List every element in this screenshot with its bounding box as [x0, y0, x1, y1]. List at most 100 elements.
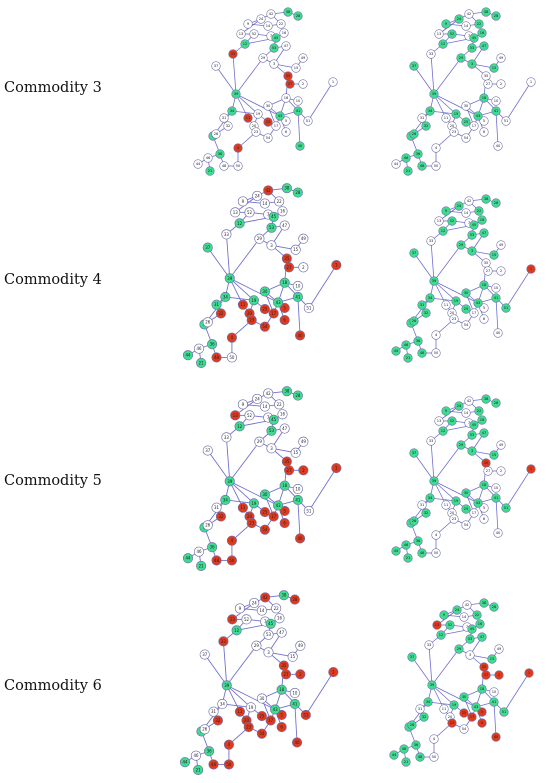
edge — [226, 645, 257, 686]
node-51: 51 — [303, 505, 314, 517]
node-circle — [459, 692, 469, 702]
node-circle — [483, 266, 493, 276]
node-1: 1 — [526, 264, 536, 274]
node-circle — [469, 508, 479, 518]
node-label: 49 — [301, 439, 307, 444]
node-label: 47 — [482, 231, 487, 235]
edge — [431, 684, 455, 706]
node-label: 39 — [432, 279, 437, 283]
node-circle — [215, 308, 226, 319]
node-label: 51 — [504, 119, 509, 123]
node-30: 30 — [461, 101, 471, 111]
node-label: 32 — [424, 511, 429, 515]
node-37: 37 — [202, 445, 213, 456]
node-label: 1 — [332, 80, 334, 84]
node-label: 19 — [251, 298, 257, 303]
node-label: 51 — [306, 508, 312, 513]
node-circle — [270, 704, 281, 715]
node-40: 40 — [294, 330, 306, 341]
node-27: 27 — [483, 466, 493, 476]
node-circle — [211, 61, 221, 71]
node-circle — [271, 603, 282, 614]
node-39: 39 — [221, 680, 232, 691]
node-label: 23 — [452, 517, 457, 521]
edge — [204, 654, 228, 686]
node-label: 46 — [404, 156, 409, 160]
node-label: 23 — [452, 130, 457, 134]
node-22: 22 — [274, 196, 285, 207]
node-43: 43 — [473, 498, 483, 508]
node-37: 37 — [211, 61, 221, 71]
node-circle — [211, 299, 222, 310]
node-label: 45 — [274, 36, 279, 40]
node-54: 54 — [461, 320, 471, 330]
node-circle — [256, 605, 267, 616]
node-circle — [461, 101, 471, 111]
node-circle — [454, 201, 464, 211]
node-2: 2 — [496, 79, 506, 89]
node-21: 21 — [193, 764, 204, 775]
node-circle — [244, 410, 255, 421]
node-circle — [259, 304, 270, 315]
node-12: 12 — [234, 421, 245, 432]
node-32: 32 — [223, 121, 233, 131]
node-label: 40 — [298, 536, 304, 541]
node-41: 41 — [292, 291, 303, 303]
node-circle — [279, 302, 290, 314]
node-circle — [219, 113, 229, 123]
node-circle — [493, 141, 503, 151]
node-46: 46 — [203, 153, 213, 163]
node-circle — [243, 721, 254, 733]
node-label: 11 — [240, 505, 246, 510]
node-label: 42 — [467, 12, 472, 16]
node-40: 40 — [294, 533, 306, 544]
node-circle — [477, 215, 487, 225]
node-25: 25 — [459, 708, 469, 718]
node-circle — [252, 393, 263, 404]
node-circle — [491, 283, 501, 293]
node-label: 12 — [243, 42, 248, 46]
node-53: 53 — [467, 43, 477, 53]
node-circle — [241, 614, 252, 625]
node-circle — [501, 303, 511, 313]
node-44: 44 — [182, 553, 194, 564]
edge — [413, 452, 435, 482]
node-circle — [219, 161, 229, 171]
node-circle — [493, 528, 503, 538]
node-2: 2 — [298, 262, 309, 273]
node-label: 12 — [439, 633, 444, 637]
node-circle — [441, 113, 451, 123]
node-label: 48 — [214, 355, 220, 360]
node-2: 2 — [295, 669, 306, 680]
node-label: 7 — [468, 221, 470, 225]
node-circle — [281, 93, 291, 103]
node-label: 47 — [482, 431, 487, 435]
node-label: 10 — [494, 99, 499, 103]
node-label: 3 — [471, 249, 473, 253]
node-label: 47 — [480, 635, 485, 639]
node-circle — [464, 196, 474, 206]
node-47: 47 — [276, 627, 287, 638]
node-label: 17 — [470, 715, 475, 719]
node-33: 33 — [426, 236, 436, 246]
node-22: 22 — [271, 603, 282, 614]
node-label: 31 — [214, 302, 220, 307]
node-circle — [277, 206, 288, 217]
node-40: 40 — [493, 528, 503, 538]
node-circle — [456, 53, 466, 63]
node-13: 13 — [230, 410, 241, 421]
node-label: 37 — [412, 251, 417, 255]
node-54: 54 — [461, 133, 471, 143]
node-label: 52 — [448, 623, 453, 627]
node-circle — [429, 476, 439, 486]
node-circle — [479, 41, 489, 51]
edge — [505, 468, 532, 509]
node-label: 17 — [274, 124, 279, 128]
node-circle — [221, 432, 232, 443]
node-label: 42 — [465, 603, 470, 607]
node-label: 47 — [279, 630, 285, 635]
node-50: 50 — [223, 759, 234, 770]
node-circle — [479, 480, 489, 490]
